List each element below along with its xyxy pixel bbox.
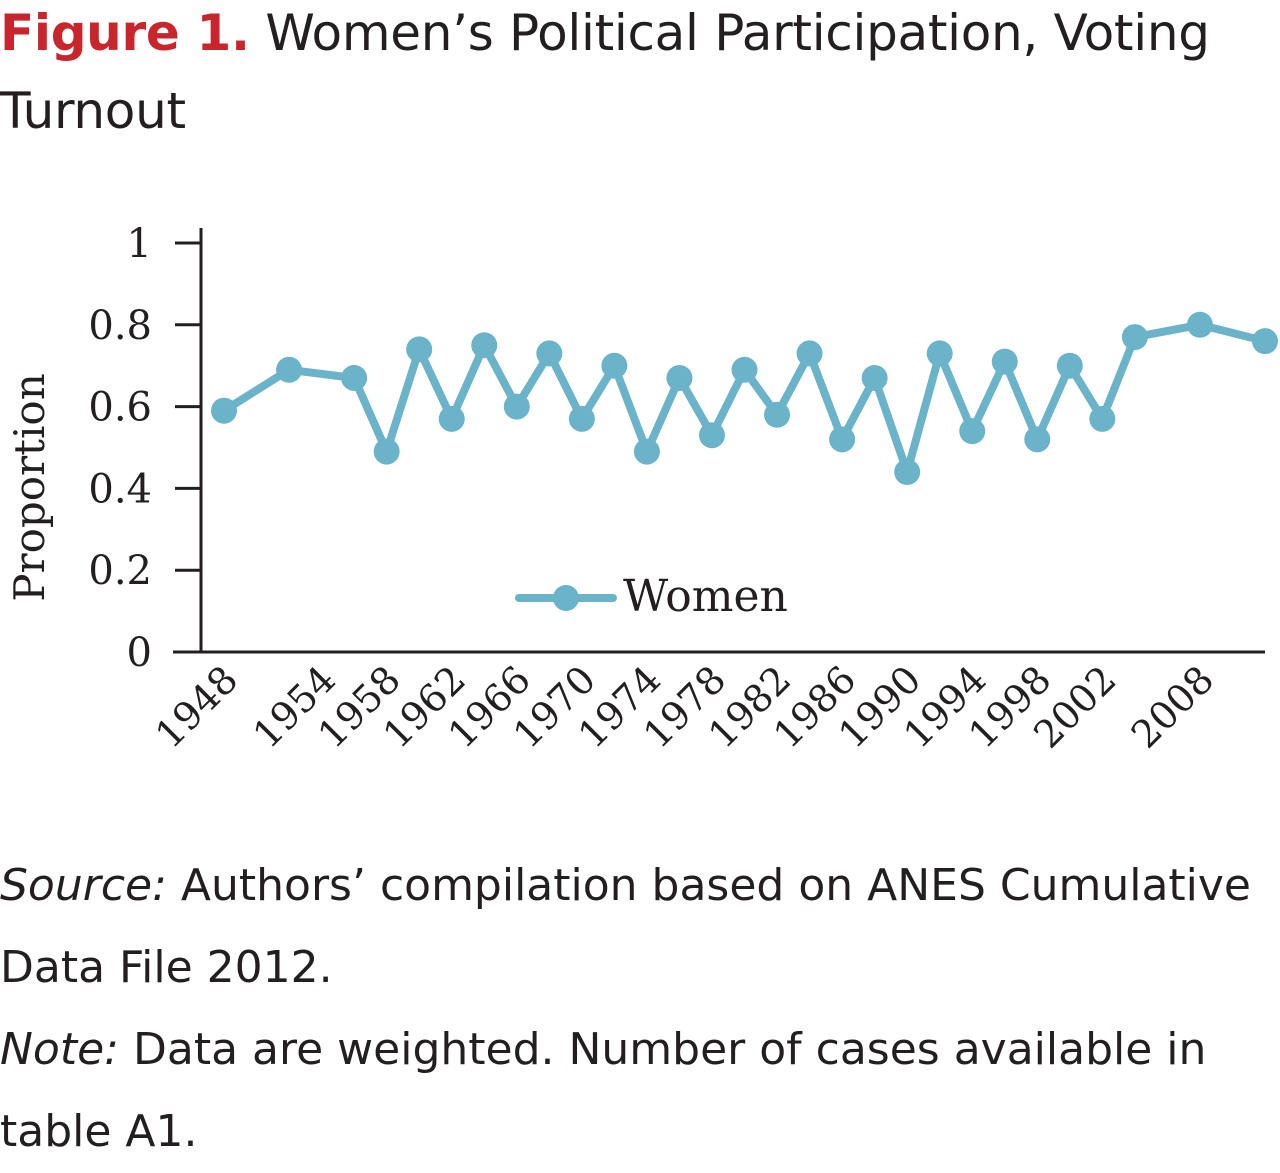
y-axis-label: Proportion — [5, 373, 54, 602]
x-tick-label: 2008 — [1123, 657, 1223, 757]
data-point — [211, 397, 237, 424]
legend-marker — [553, 585, 579, 611]
data-point — [633, 438, 660, 465]
data-point — [471, 332, 498, 359]
data-point — [341, 364, 368, 391]
source-note: Source: Authors’ compilation based on AN… — [0, 845, 1270, 1009]
data-point — [926, 340, 953, 367]
data-point — [276, 356, 303, 383]
turnout-line-chart: 00.20.40.60.81Proportion1948195419581962… — [5, 221, 1278, 757]
y-tick-label: 0.8 — [88, 303, 152, 349]
y-tick-label: 0 — [127, 630, 152, 676]
data-point — [406, 336, 433, 363]
source-label: Source: — [0, 860, 167, 911]
y-tick-label: 0.6 — [88, 385, 152, 431]
legend-label: Women — [623, 571, 788, 622]
data-point — [373, 438, 400, 465]
data-note: Note: Data are weighted. Number of cases… — [0, 1009, 1270, 1173]
data-point — [1089, 405, 1116, 432]
y-tick-label: 1 — [127, 221, 152, 267]
data-point — [666, 364, 693, 391]
data-point — [698, 422, 725, 449]
y-tick-label: 0.2 — [88, 548, 152, 594]
chart-legend: Women — [515, 571, 788, 622]
figure-label: Figure 1. — [0, 4, 250, 62]
data-point — [764, 401, 791, 428]
data-point — [731, 356, 758, 383]
data-point — [861, 364, 888, 391]
chart-axes: 00.20.40.60.81Proportion1948195419581962… — [5, 221, 1265, 757]
x-tick-label: 1948 — [147, 657, 247, 757]
data-point — [1121, 324, 1148, 351]
figure-title-text: Women’s Political Participation, Voting … — [0, 4, 1210, 140]
data-point — [601, 352, 628, 379]
data-point — [894, 459, 921, 486]
figure-title: Figure 1. Women’s Political Participatio… — [0, 0, 1270, 150]
data-point — [796, 340, 823, 367]
data-point — [536, 340, 563, 367]
data-point — [503, 393, 530, 420]
data-point — [829, 426, 856, 453]
source-text: Authors’ compilation based on ANES Cumul… — [0, 860, 1251, 993]
data-point — [959, 418, 986, 445]
note-label: Note: — [0, 1024, 119, 1075]
data-point — [438, 405, 465, 432]
data-point — [1252, 328, 1278, 355]
data-point — [1056, 352, 1083, 379]
data-point — [991, 348, 1018, 375]
y-tick-label: 0.4 — [88, 466, 152, 512]
note-text: Data are weighted. Number of cases avail… — [0, 1024, 1207, 1157]
data-point — [1024, 426, 1051, 453]
figure-notes: Source: Authors’ compilation based on AN… — [0, 845, 1270, 1173]
data-point — [1186, 311, 1213, 338]
chart-marks — [211, 311, 1278, 486]
data-point — [568, 405, 595, 432]
